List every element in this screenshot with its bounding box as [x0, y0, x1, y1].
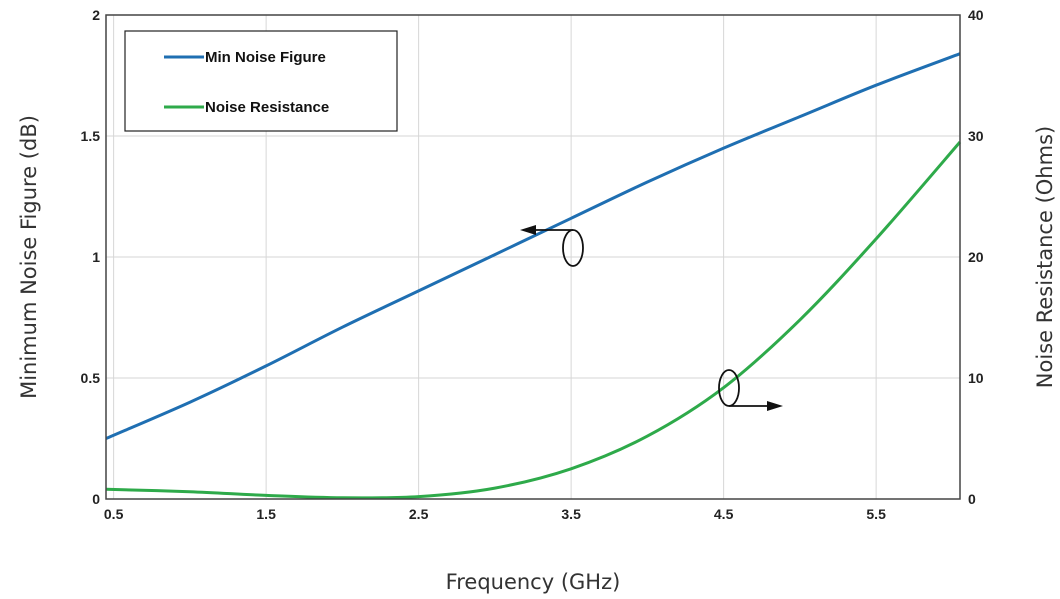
y-left-tick-label: 0 — [92, 491, 100, 507]
plot-border — [105, 14, 961, 500]
x-axis-title: Frequency (GHz) — [446, 570, 621, 594]
annotation-arrow-left-head — [520, 225, 536, 235]
y-right-tick-label: 10 — [968, 370, 984, 386]
y-right-tick-label: 0 — [968, 491, 976, 507]
x-tick-label: 4.5 — [714, 506, 734, 522]
y-right-tick-label: 40 — [968, 7, 984, 23]
y-left-tick-label: 0.5 — [81, 370, 101, 386]
y-left-tick-label: 1.5 — [81, 128, 101, 144]
y-left-tick-label: 1 — [92, 249, 100, 265]
x-tick-label: 5.5 — [866, 506, 886, 522]
x-tick-label: 2.5 — [409, 506, 429, 522]
x-tick-label: 0.5 — [104, 506, 124, 522]
y-left-tick-label: 2 — [92, 7, 100, 23]
annotation-left-axis-pointer — [520, 225, 584, 267]
legend: Min Noise Figure Noise Resistance — [124, 30, 398, 132]
x-tick-label: 3.5 — [561, 506, 581, 522]
annotation-right-axis-pointer — [718, 369, 783, 411]
y-right-tick-label: 20 — [968, 249, 984, 265]
series-line-min-noise-figure — [105, 52, 961, 440]
x-tick-label: 1.5 — [256, 506, 276, 522]
y-right-tick-label: 30 — [968, 128, 984, 144]
series-line-noise-resistance — [105, 141, 962, 500]
annotation-arrow-right-head — [767, 401, 783, 411]
y-left-axis-title: Minimum Noise Figure (dB) — [17, 115, 41, 399]
legend-label-noise-resistance: Noise Resistance — [205, 99, 329, 116]
y-right-axis-title: Noise Resistance (Ohms) — [1033, 126, 1057, 388]
legend-box — [124, 30, 398, 132]
legend-label-min-noise-figure: Min Noise Figure — [205, 49, 326, 66]
series-layer — [105, 52, 962, 500]
